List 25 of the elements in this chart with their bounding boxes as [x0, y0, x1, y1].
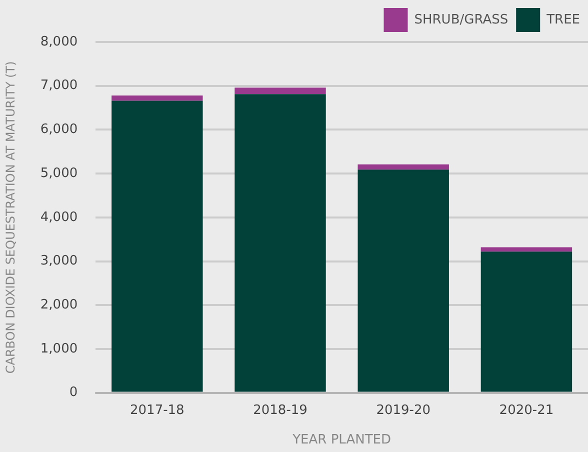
bar: [358, 164, 449, 170]
x-tick-label: 2017-18: [130, 402, 184, 418]
x-tick-label: 2020-21: [499, 402, 554, 418]
bar: [234, 94, 326, 392]
y-tick-label: 8,000: [40, 34, 78, 50]
x-axis-title: YEAR PLANTED: [292, 432, 392, 448]
legend-label: TREE: [546, 12, 580, 28]
y-axis-title: CARBON DIOXIDE SEQUESTRATION AT MATURITY (T): [3, 61, 18, 374]
bar: [234, 88, 326, 94]
y-tick-label: 0: [69, 385, 78, 400]
bar: [480, 247, 572, 252]
bar: [358, 170, 449, 392]
y-tick-label: 4,000: [40, 210, 78, 225]
legend-label: SHRUB/GRASS: [414, 12, 508, 28]
bar: [112, 95, 203, 101]
bar: [480, 252, 572, 392]
x-tick-label: 2018-19: [253, 402, 308, 418]
y-tick-label: 5,000: [40, 166, 78, 181]
y-tick-label: 6,000: [40, 122, 78, 138]
x-tick-label: 2019-20: [376, 402, 431, 418]
y-tick-label: 1,000: [40, 341, 78, 356]
y-tick-label: 3,000: [40, 254, 78, 269]
bar: [112, 100, 203, 392]
y-tick-label: 2,000: [40, 297, 78, 312]
y-tick-label: 7,000: [40, 78, 78, 94]
